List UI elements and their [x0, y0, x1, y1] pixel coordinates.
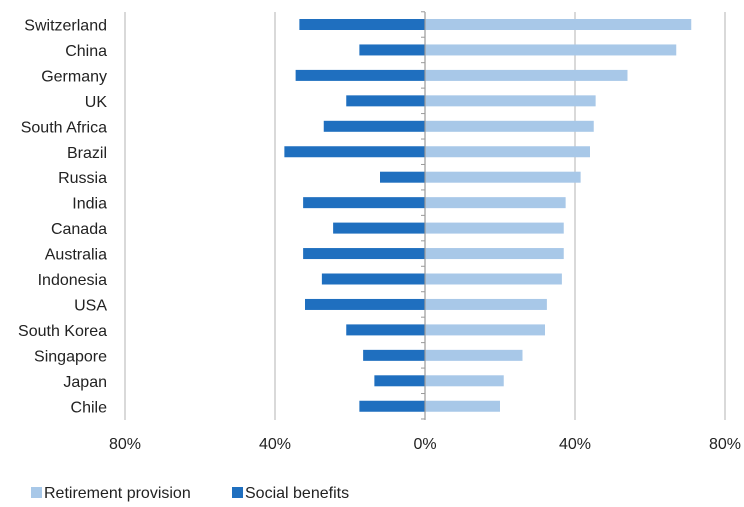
bar-social-benefits-russia [380, 171, 425, 183]
bar-social-benefits-germany [295, 69, 425, 81]
bar-social-benefits-south-africa [323, 120, 425, 132]
bar-social-benefits-chile [359, 400, 425, 412]
bar-social-benefits-brazil [284, 146, 425, 158]
bar-social-benefits-canada [333, 222, 425, 234]
bar-retirement-provision-brazil [425, 146, 590, 158]
category-label-usa: USA [74, 297, 107, 314]
bar-retirement-provision-switzerland [425, 19, 692, 30]
bar-social-benefits-australia [303, 248, 425, 260]
zero-axis [421, 11, 426, 420]
x-tick-label-3: 40% [559, 436, 591, 453]
bar-social-benefits-japan [374, 375, 425, 387]
bar-retirement-provision-australia [425, 248, 564, 260]
bar-social-benefits-switzerland [299, 19, 425, 30]
category-label-south-africa: South Africa [21, 119, 107, 136]
legend-label-social-benefits: Social benefits [245, 485, 349, 502]
x-tick-label-2: 0% [413, 436, 436, 453]
bar-retirement-provision-japan [425, 375, 504, 387]
category-label-china: China [65, 43, 107, 60]
category-label-singapore: Singapore [34, 348, 107, 365]
category-label-south-korea: South Korea [18, 323, 107, 340]
bar-retirement-provision-south-korea [425, 324, 545, 336]
x-tick-label-4: 80% [709, 436, 741, 453]
bar-social-benefits-india [303, 197, 425, 209]
legend: Retirement provision Social benefits [31, 485, 349, 502]
x-tick-label-1: 40% [259, 436, 291, 453]
bar-social-benefits-uk [346, 95, 425, 107]
bar-retirement-provision-uk [425, 95, 596, 107]
bar-retirement-provision-chile [425, 400, 500, 412]
category-label-germany: Germany [41, 68, 107, 85]
x-tick-labels: 80% 40% 0% 40% 80% [109, 436, 741, 453]
bar-retirement-provision-usa [425, 298, 547, 310]
category-label-switzerland: Switzerland [24, 18, 107, 35]
bar-social-benefits-usa [305, 298, 425, 310]
category-label-japan: Japan [63, 374, 107, 391]
bar-retirement-provision-singapore [425, 349, 523, 361]
bar-social-benefits-indonesia [321, 273, 425, 285]
legend-swatch-retirement-provision [31, 487, 42, 498]
bars [284, 19, 692, 412]
x-tick-label-0: 80% [109, 436, 141, 453]
bar-retirement-provision-india [425, 197, 566, 209]
legend-swatch-social-benefits [232, 487, 243, 498]
category-label-canada: Canada [51, 221, 107, 238]
category-label-uk: UK [85, 94, 108, 111]
bar-retirement-provision-germany [425, 69, 628, 81]
bar-social-benefits-singapore [363, 349, 425, 361]
bar-retirement-provision-south-africa [425, 120, 594, 132]
category-label-india: India [72, 196, 107, 213]
bar-social-benefits-china [359, 44, 425, 56]
legend-label-retirement-provision: Retirement provision [44, 485, 191, 502]
category-label-brazil: Brazil [67, 145, 107, 162]
category-labels: Switzerland China Germany UK South Africa Bra… [18, 18, 107, 417]
category-label-russia: Russia [58, 170, 107, 187]
bar-retirement-provision-canada [425, 222, 564, 234]
category-label-australia: Australia [45, 247, 107, 264]
category-label-indonesia: Indonesia [38, 272, 107, 289]
bar-social-benefits-south-korea [346, 324, 425, 336]
bar-retirement-provision-indonesia [425, 273, 562, 285]
bar-retirement-provision-russia [425, 171, 581, 183]
bar-retirement-provision-china [425, 44, 677, 56]
category-label-chile: Chile [71, 399, 108, 416]
